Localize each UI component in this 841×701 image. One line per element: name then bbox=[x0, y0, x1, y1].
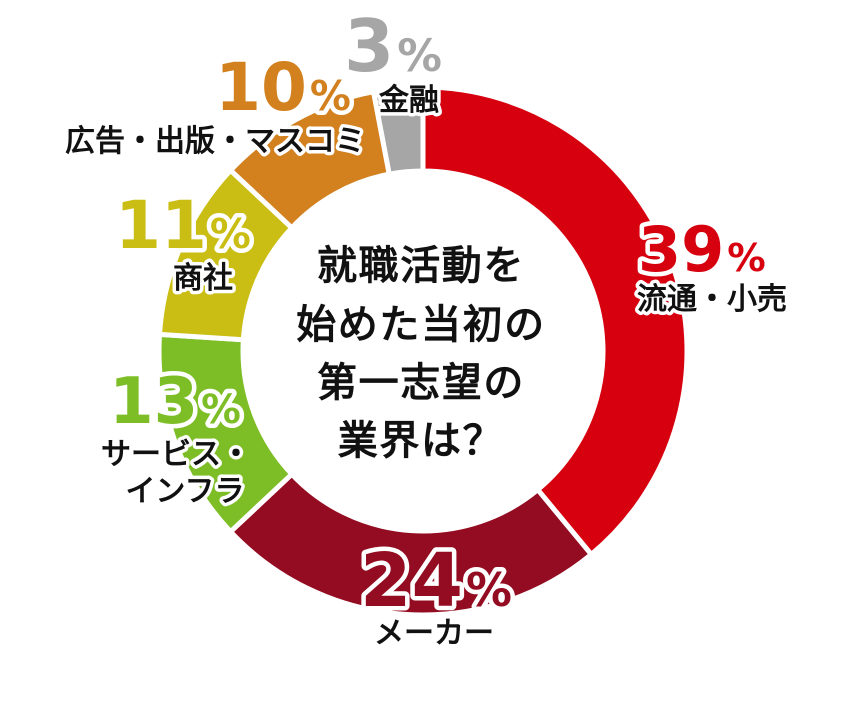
callout-service-infra: 13% サービス・ インフラ bbox=[98, 361, 255, 513]
donut-segment-0 bbox=[420, 84, 690, 557]
callout-maker: 24% メーカー bbox=[356, 534, 517, 655]
donut-segment-1 bbox=[228, 471, 594, 618]
value-label-service-infra: 13% bbox=[109, 365, 241, 439]
chart-title-line4: 業界は？ bbox=[338, 418, 504, 464]
callout-finance: 3% 金融 bbox=[340, 0, 447, 122]
category-label-service-infra-line1: サービス・ bbox=[101, 437, 251, 472]
category-label-advertising-media: 広告・出版・マスコミ bbox=[65, 124, 365, 159]
callout-retail-distribution: 39% 流通・小売 bbox=[634, 209, 791, 321]
category-label-maker: メーカー bbox=[374, 616, 494, 651]
callout-trading-company: 11% 商社 bbox=[111, 183, 256, 300]
value-label-retail-distribution: 39% bbox=[638, 213, 766, 286]
value-label-advertising-media: 10% bbox=[215, 49, 351, 126]
chart-title: 就職活動を 始めた当初の 第一志望の 業界は？ bbox=[296, 243, 546, 464]
category-label-service-infra-line2: インフラ bbox=[125, 474, 244, 509]
chart-title-line3: 第一志望の bbox=[317, 360, 525, 406]
value-label-finance: 3% bbox=[344, 4, 442, 88]
donut-segment-5 bbox=[371, 84, 426, 177]
category-label-finance: 金融 bbox=[378, 83, 439, 118]
value-label-trading-company: 11% bbox=[115, 187, 251, 264]
chart-title-line2: 始めた当初の bbox=[296, 302, 546, 348]
value-label-maker: 24% bbox=[360, 538, 512, 624]
category-label-trading-company: 商社 bbox=[173, 261, 233, 296]
chart-title-line1: 就職活動を bbox=[317, 243, 525, 289]
category-label-retail-distribution: 流通・小売 bbox=[637, 282, 787, 317]
callout-advertising-media: 10% 広告・出版・マスコミ bbox=[62, 45, 369, 163]
donut-segments bbox=[156, 84, 690, 618]
